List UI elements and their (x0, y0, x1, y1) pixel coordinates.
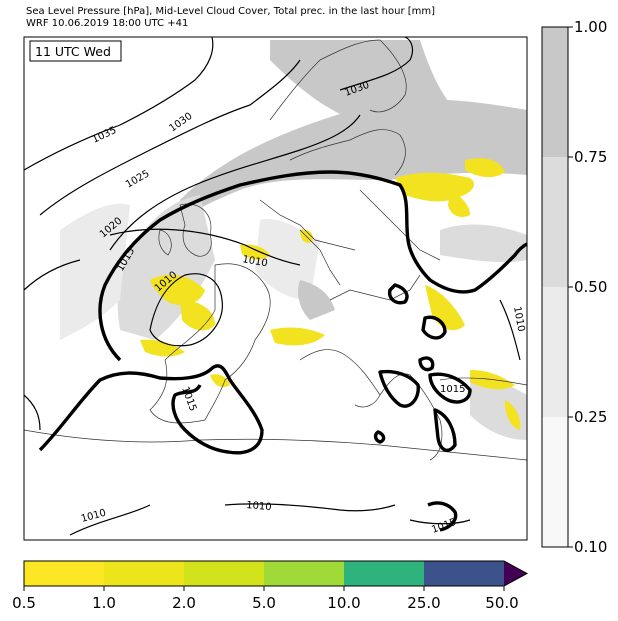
cloud-cover-layer (60, 40, 527, 440)
time-label-box: 11 UTC Wed (29, 40, 122, 62)
isobar-label: 1010 (511, 306, 526, 333)
map-frame (23, 36, 528, 541)
precip-colorbar-extension (504, 561, 527, 586)
precip-colorbar-segment (24, 561, 104, 586)
time-label: 11 UTC Wed (35, 44, 111, 59)
map-title: Sea Level Pressure [hPa], Mid-Level Clou… (26, 6, 436, 17)
isobar-label: 1010 (246, 500, 272, 513)
precip-colorbar-tick: 0.5 (12, 594, 36, 612)
precip-colorbar-segment (184, 561, 264, 586)
isobars-thin (23, 36, 521, 536)
map-header: Sea Level Pressure [hPa], Mid-Level Clou… (26, 6, 435, 30)
cloud-colorbar-tick: 0.10 (574, 538, 607, 556)
precip-colorbar-tick: 50.0 (485, 594, 518, 612)
precip-colorbar-frame (23, 560, 529, 587)
isobar-1015-thick (38, 170, 528, 532)
precip-colorbar-tick: 25.0 (407, 594, 440, 612)
cloud-colorbar-segment (542, 27, 568, 157)
isobar-label: 1015 (440, 384, 465, 395)
cloud-colorbar-segment (542, 157, 568, 287)
precip-colorbar-tick: 10.0 (327, 594, 360, 612)
cloud-colorbar: 1.00 0.75 0.50 0.25 0.10 (541, 18, 607, 556)
precip-colorbar-tick: 2.0 (172, 594, 196, 612)
cloud-colorbar-tick: 0.25 (574, 408, 607, 426)
isobar-label: 1010 (241, 254, 268, 269)
precip-colorbar-segment (344, 561, 424, 586)
precip-colorbar: 0.5 1.0 2.0 5.0 10.0 25.0 50.0 (12, 560, 529, 612)
cloud-colorbar-tick: 0.50 (574, 278, 607, 296)
cloud-colorbar-tick: 1.00 (574, 18, 607, 36)
precip-colorbar-segment (424, 561, 504, 586)
map-subtitle: WRF 10.06.2019 18:00 UTC +41 (26, 18, 189, 29)
precip-colorbar-segment (264, 561, 344, 586)
cloud-colorbar-tick: 0.75 (574, 148, 607, 166)
precip-colorbar-tick: 5.0 (252, 594, 276, 612)
cloud-colorbar-segment (542, 417, 568, 547)
cloud-colorbar-segment (542, 287, 568, 417)
precip-colorbar-segment (104, 561, 184, 586)
precip-colorbar-tick: 1.0 (92, 594, 116, 612)
